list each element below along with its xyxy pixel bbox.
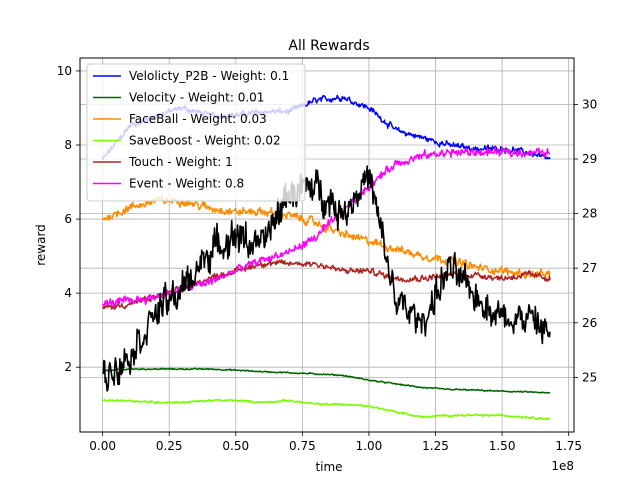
x-tick-label: 0.25 — [156, 439, 183, 453]
legend-label: FaceBall - Weight: 0.03 — [129, 112, 267, 126]
legend-label: Touch - Weight: 1 — [128, 155, 233, 169]
legend-label: Velolicty_P2B - Weight: 0.1 — [129, 69, 289, 83]
x-tick-label: 1.00 — [356, 439, 383, 453]
series-line-3 — [102, 398, 551, 421]
x-axis-offset-label: 1e8 — [551, 459, 574, 473]
legend-label: Event - Weight: 0.8 — [129, 177, 244, 191]
x-tick-label: 1.75 — [555, 439, 582, 453]
legend: Velolicty_P2B - Weight: 0.1 Velocity - We… — [86, 63, 306, 202]
series-line-1 — [102, 367, 551, 394]
legend-box — [86, 63, 306, 202]
x-axis: 0.00 0.25 0.50 0.75 1.00 1.25 1.50 1.75 — [89, 432, 582, 453]
y-tick-label: 4 — [64, 286, 72, 300]
series-line-6 — [102, 165, 551, 392]
x-tick-label: 1.50 — [489, 439, 516, 453]
y2-tick-label: 30 — [582, 97, 597, 111]
y2-tick-label: 29 — [582, 152, 597, 166]
series-line-2 — [102, 195, 551, 280]
y-tick-label: 2 — [64, 360, 72, 374]
chart-title: All Rewards — [288, 38, 369, 54]
x-tick-label: 0.75 — [289, 439, 316, 453]
y2-tick-label: 27 — [582, 261, 597, 275]
x-tick-label: 0.50 — [222, 439, 249, 453]
y2-tick-label: 26 — [582, 316, 597, 330]
series-line-5 — [102, 146, 551, 308]
legend-label: Velocity - Weight: 0.01 — [129, 91, 264, 105]
x-axis-label: time — [315, 460, 342, 474]
x-tick-label: 0.00 — [89, 439, 116, 453]
y-tick-label: 10 — [57, 64, 72, 78]
y-axis-label: reward — [34, 224, 48, 266]
legend-label: SaveBoost - Weight: 0.02 — [129, 134, 281, 148]
plot-frame — [79, 57, 575, 433]
y-axis-left: 2 4 6 8 10 — [57, 64, 80, 374]
y-tick-label: 8 — [64, 138, 72, 152]
series-layer — [101, 94, 551, 421]
y2-tick-label: 28 — [582, 207, 597, 221]
y2-tick-label: 25 — [582, 370, 597, 384]
x-tick-label: 1.25 — [422, 439, 449, 453]
y-axis-right: 25 26 27 28 29 30 — [574, 97, 597, 384]
y-tick-label: 6 — [64, 212, 72, 226]
